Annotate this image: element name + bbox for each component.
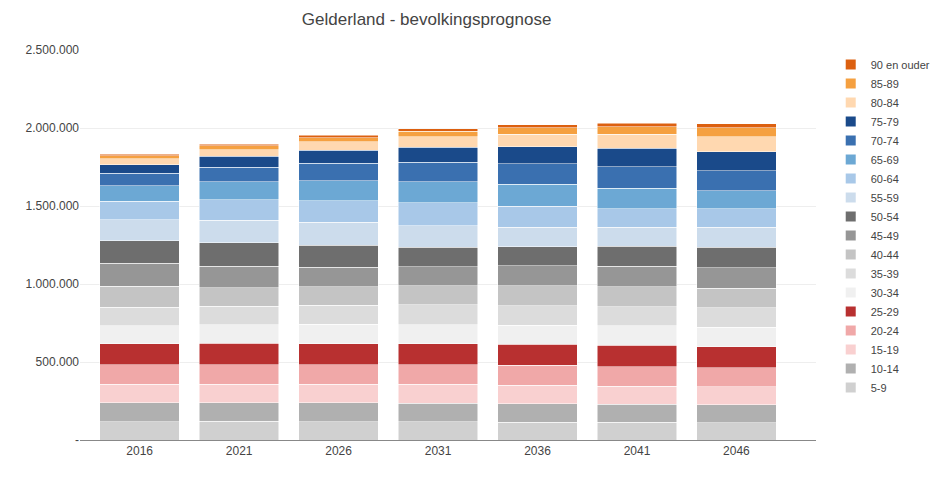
svg-text:10-14: 10-14 (871, 363, 899, 375)
svg-text:35-39: 35-39 (871, 268, 899, 280)
svg-text:2036: 2036 (524, 444, 551, 458)
svg-text:2031: 2031 (425, 444, 452, 458)
svg-text:1.500.000: 1.500.000 (26, 199, 80, 213)
svg-text:2.000.000: 2.000.000 (26, 121, 80, 135)
svg-text:2026: 2026 (325, 444, 352, 458)
svg-text:-: - (75, 433, 79, 447)
svg-text:90 en ouder: 90 en ouder (871, 59, 930, 71)
svg-text:1.000.000: 1.000.000 (26, 277, 80, 291)
svg-text:50-54: 50-54 (871, 211, 899, 223)
svg-text:20-24: 20-24 (871, 325, 899, 337)
svg-text:15-19: 15-19 (871, 344, 899, 356)
svg-text:25-29: 25-29 (871, 306, 899, 318)
svg-text:Gelderland - bevolkingsprognos: Gelderland - bevolkingsprognose (302, 10, 552, 29)
svg-text:65-69: 65-69 (871, 154, 899, 166)
svg-text:5-9: 5-9 (871, 382, 887, 394)
svg-text:30-34: 30-34 (871, 287, 899, 299)
svg-text:60-64: 60-64 (871, 173, 899, 185)
svg-text:2.500.000: 2.500.000 (26, 43, 80, 57)
svg-text:70-74: 70-74 (871, 135, 899, 147)
svg-text:2046: 2046 (723, 444, 750, 458)
svg-text:85-89: 85-89 (871, 78, 899, 90)
svg-text:500.000: 500.000 (36, 355, 80, 369)
svg-text:40-44: 40-44 (871, 249, 899, 261)
svg-text:55-59: 55-59 (871, 192, 899, 204)
svg-text:2016: 2016 (126, 444, 153, 458)
svg-text:80-84: 80-84 (871, 97, 899, 109)
svg-text:45-49: 45-49 (871, 230, 899, 242)
svg-text:2021: 2021 (226, 444, 253, 458)
svg-text:2041: 2041 (624, 444, 651, 458)
svg-text:75-79: 75-79 (871, 116, 899, 128)
